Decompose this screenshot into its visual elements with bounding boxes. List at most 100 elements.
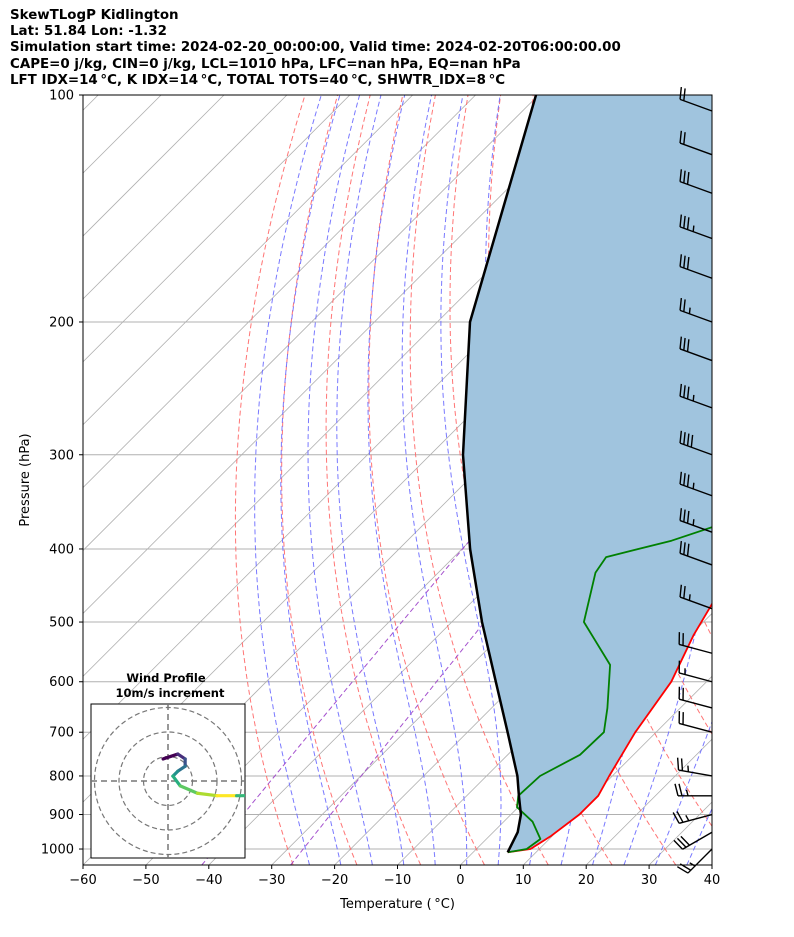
barb-flag	[686, 433, 690, 446]
wind-barb	[679, 297, 713, 323]
barb-staff	[679, 180, 713, 194]
dry-adiabat	[729, 95, 794, 865]
x-tick-label: −20	[321, 873, 348, 888]
y-tick-label: 600	[49, 675, 74, 690]
isotherm-line	[83, 95, 476, 489]
barb-flag	[683, 385, 686, 398]
isotherm-line	[523, 675, 712, 865]
barb-flag	[679, 130, 683, 144]
barb-flag	[686, 339, 690, 352]
barb-flag	[683, 473, 686, 486]
barb-flag	[679, 471, 683, 485]
x-tick-label: −10	[384, 873, 411, 888]
dry-adiabat	[368, 95, 485, 865]
y-tick-label: 500	[49, 616, 74, 631]
barb-half-flag	[692, 394, 695, 402]
x-tick-label: −30	[258, 873, 285, 888]
series-layer	[461, 95, 712, 854]
y-tick-label: 300	[49, 448, 74, 463]
moist-adiabat	[401, 95, 468, 865]
barb-staff	[679, 483, 713, 497]
barb-flag	[679, 584, 683, 598]
barb-flag	[683, 586, 686, 599]
isotherm-line	[83, 95, 602, 614]
barb-flag	[690, 434, 694, 448]
wind-barb	[679, 540, 713, 566]
dry-adiabat	[325, 95, 422, 865]
dry-adiabat	[234, 95, 306, 865]
x-tick-label: 10	[515, 873, 532, 888]
chart-title: SkewTLogP Kidlington	[10, 8, 179, 23]
barb-staff	[678, 643, 713, 654]
barb-flag	[683, 337, 686, 351]
barb-staff	[679, 519, 713, 533]
wind-barb	[674, 783, 712, 797]
barb-staff	[679, 552, 713, 566]
chart-title-block: SkewTLogP Kidlington Lat: 51.84 Lon: -1.…	[10, 8, 621, 89]
x-tick-label: 30	[641, 873, 658, 888]
barb-flag	[673, 839, 684, 850]
moist-adiabat	[280, 95, 342, 865]
barb-flag	[686, 256, 690, 270]
barb-flag	[683, 432, 686, 445]
x-tick-label: 0	[456, 873, 464, 888]
mixing-ratio-line	[290, 341, 712, 865]
hodograph-segment	[171, 774, 182, 788]
isotherm-line	[83, 95, 413, 426]
barb-flag	[686, 217, 690, 230]
barb-flag	[676, 757, 680, 771]
moist-adiabat	[307, 95, 373, 865]
barb-flag	[686, 543, 690, 557]
barb-flag	[676, 811, 684, 823]
barb-staff	[678, 813, 713, 824]
barb-half-flag	[692, 225, 695, 232]
location-line: Lat: 51.84 Lon: -1.32	[10, 24, 167, 40]
barb-staff	[679, 226, 713, 240]
inset-subtitle: 10m/s increment	[116, 686, 225, 700]
moist-adiabat	[336, 95, 405, 865]
wind-barb	[679, 430, 713, 456]
wind-barb	[679, 471, 713, 497]
barb-half-flag	[692, 482, 695, 489]
wind-barb	[672, 811, 713, 824]
barb-flag	[683, 299, 686, 312]
y-axis-label: Pressure (hPa)	[18, 433, 33, 526]
x-tick-label: 40	[704, 873, 721, 888]
inset-title: Wind Profile	[126, 671, 206, 685]
barb-flag	[683, 170, 686, 184]
y-tick-label: 900	[49, 808, 74, 823]
barb-flag	[683, 509, 686, 522]
wind-barb	[679, 169, 713, 194]
moist-adiabat	[440, 95, 502, 865]
barb-staff	[679, 98, 713, 112]
barb-half-flag	[685, 814, 690, 822]
index-line: LFT IDX=14 °C, K IDX=14 °C, TOTAL TOTS=4…	[10, 72, 506, 88]
barb-flag	[679, 430, 683, 444]
moist-adiabat	[623, 95, 712, 865]
isotherm-line	[711, 864, 712, 865]
hodograph-segment	[161, 752, 180, 761]
barb-flag	[683, 255, 686, 269]
barb-flag	[680, 758, 684, 771]
wind-barb	[678, 632, 713, 654]
barb-staff	[682, 831, 713, 850]
barb-flag	[676, 837, 687, 848]
barb-flag	[676, 866, 689, 874]
y-tick-label: 700	[49, 726, 74, 741]
wind-barb-layer	[672, 86, 713, 874]
barb-staff	[678, 769, 713, 777]
barb-flag	[679, 169, 683, 182]
x-tick-label: −50	[132, 873, 159, 888]
x-tick-label: 20	[578, 873, 595, 888]
barb-staff	[679, 309, 713, 323]
barb-staff	[678, 698, 713, 709]
hodograph-segment	[178, 784, 199, 795]
wind-barb	[679, 508, 713, 533]
barb-flag	[686, 172, 690, 185]
barb-flag	[679, 297, 683, 311]
moist-adiabat	[254, 95, 322, 865]
barb-staff	[678, 722, 713, 733]
barb-half-flag	[688, 594, 691, 601]
